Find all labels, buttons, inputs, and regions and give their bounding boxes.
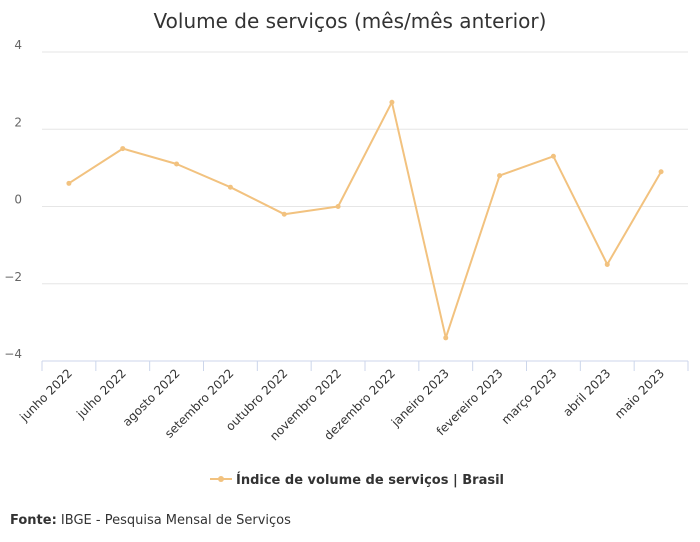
source-text: IBGE - Pesquisa Mensal de Serviços: [60, 513, 291, 528]
x-tick-label: junho 2022: [16, 366, 75, 425]
data-point: [497, 173, 503, 179]
y-axis: 4 2 0 −2 −4: [4, 38, 22, 361]
y-tick-label: 4: [14, 38, 22, 52]
x-tick-label: março 2023: [499, 366, 560, 427]
y-tick-label: 2: [14, 115, 22, 129]
chart-title: Volume de serviços (mês/mês anterior): [154, 9, 547, 33]
grid: [42, 51, 688, 362]
x-tick-label: maio 2023: [612, 366, 667, 421]
x-tick-label: julho 2022: [73, 366, 129, 422]
plot-area: [66, 99, 664, 341]
data-point: [389, 99, 395, 105]
series-line: [67, 101, 663, 339]
data-point: [550, 153, 556, 159]
source-label: Fonte:: [10, 513, 57, 528]
x-tick-label: abril 2023: [560, 366, 613, 419]
legend[interactable]: Índice de volume de serviços | Brasil: [210, 472, 504, 488]
data-point: [335, 204, 341, 209]
data-point: [227, 184, 233, 190]
y-tick-label: −2: [4, 270, 22, 284]
data-point: [120, 146, 126, 152]
y-tick-label: 0: [14, 193, 22, 207]
data-point: [66, 180, 72, 186]
data-point: [658, 169, 664, 175]
data-point: [604, 261, 610, 267]
y-tick-label: −4: [4, 347, 22, 361]
source-note: Fonte: IBGE - Pesquisa Mensal de Serviço…: [10, 513, 291, 528]
data-point: [281, 211, 287, 217]
legend-point-marker: [218, 476, 224, 482]
data-point: [174, 161, 180, 167]
data-point: [443, 335, 449, 341]
legend-label: Índice de volume de serviços | Brasil: [236, 472, 504, 488]
